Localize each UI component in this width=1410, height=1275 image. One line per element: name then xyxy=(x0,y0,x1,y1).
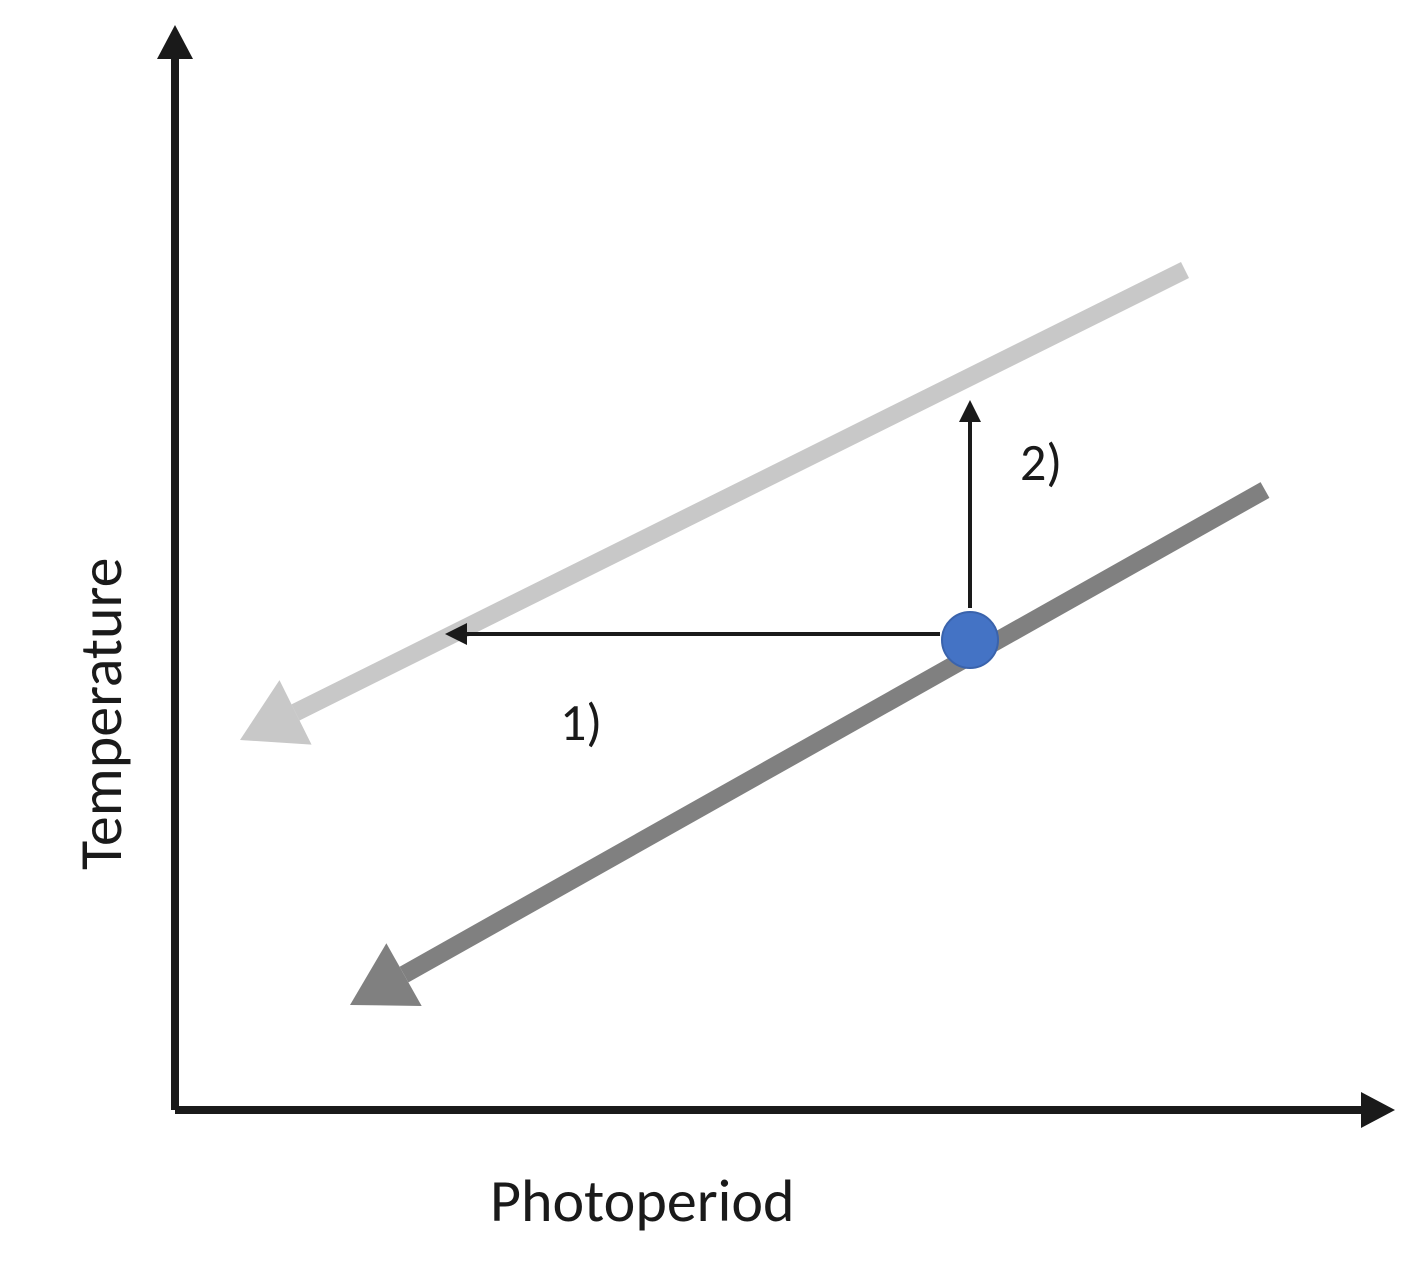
current-line-shaft xyxy=(404,490,1265,975)
annotation-1: 1) xyxy=(560,690,602,754)
y-axis-label: Temperature xyxy=(65,557,138,870)
x-axis-head xyxy=(1361,1092,1395,1128)
indicator-arrow-2-head xyxy=(959,400,981,422)
annotation-2: 2) xyxy=(1020,430,1062,494)
diagram-stage: Photoperiod Temperature 1) 2) xyxy=(0,0,1410,1275)
diagram-svg xyxy=(0,0,1410,1275)
data-point xyxy=(942,612,998,668)
x-axis-label: Photoperiod xyxy=(490,1165,795,1238)
y-axis-head xyxy=(157,25,193,59)
